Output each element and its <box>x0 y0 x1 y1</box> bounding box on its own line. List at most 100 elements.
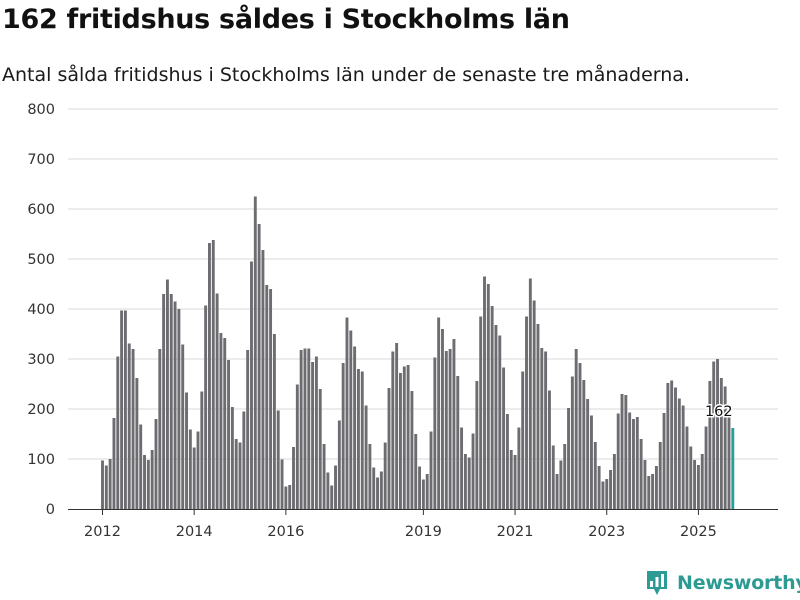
bar <box>376 477 379 509</box>
bar-chart-pin-icon <box>647 571 667 595</box>
bar <box>727 415 731 509</box>
bar <box>620 394 624 509</box>
y-tick-label: 500 <box>27 252 55 268</box>
bar <box>341 363 345 509</box>
y-tick-label: 200 <box>27 402 55 418</box>
y-tick-label: 300 <box>27 352 55 368</box>
bar <box>250 261 253 509</box>
y-tick-label: 700 <box>27 152 55 168</box>
bar <box>146 460 150 509</box>
bar <box>719 378 723 509</box>
bar <box>658 442 662 509</box>
bar <box>303 348 307 509</box>
bar <box>269 289 273 509</box>
bar <box>162 294 166 509</box>
bar <box>635 417 639 509</box>
bar <box>689 446 693 509</box>
bar <box>628 412 632 509</box>
bar <box>616 413 620 509</box>
bar <box>246 350 250 509</box>
bar <box>196 431 200 509</box>
bar <box>494 325 498 509</box>
bar <box>662 413 666 509</box>
bar <box>685 426 689 509</box>
bar <box>326 472 330 509</box>
bar <box>532 300 536 509</box>
x-tick-label: 2021 <box>497 524 534 540</box>
bar <box>674 387 677 509</box>
x-tick-label: 2012 <box>84 524 121 540</box>
bar <box>597 466 601 509</box>
bar <box>192 447 196 509</box>
bar <box>708 381 712 509</box>
bar <box>704 426 708 509</box>
bar <box>639 439 643 509</box>
bar <box>593 442 597 509</box>
bar <box>387 388 391 509</box>
x-tick-label: 2014 <box>176 524 213 540</box>
bar <box>322 444 326 509</box>
bar <box>112 418 116 509</box>
bar <box>242 411 246 509</box>
bar <box>181 344 185 509</box>
bar <box>647 476 651 509</box>
bar <box>208 243 211 509</box>
bar <box>632 419 635 509</box>
bar <box>433 357 437 509</box>
bar <box>502 367 506 509</box>
bar <box>288 485 292 509</box>
y-tick-label: 0 <box>46 502 55 518</box>
brand-name: Newsworthy <box>677 572 800 594</box>
bar <box>723 386 727 509</box>
bar <box>716 359 719 509</box>
bar <box>521 371 525 509</box>
bar <box>677 398 681 509</box>
bar <box>158 349 162 509</box>
bar <box>360 371 364 509</box>
bar <box>700 454 704 509</box>
bar <box>525 316 528 509</box>
bar <box>318 389 322 509</box>
x-tick-label: 2023 <box>588 524 625 540</box>
bar <box>544 351 548 509</box>
bar <box>295 384 299 509</box>
bar-highlight <box>731 428 735 509</box>
bar <box>215 293 219 509</box>
bar <box>467 457 471 509</box>
bar <box>437 317 441 509</box>
y-axis-labels: 0 100 200 300 400 500 600 700 800 <box>27 102 55 518</box>
bars <box>101 196 735 509</box>
bar <box>601 481 605 509</box>
y-tick-label: 600 <box>27 202 55 218</box>
bar <box>307 348 311 509</box>
bar <box>395 343 399 509</box>
bar <box>418 466 422 509</box>
bar <box>234 439 238 509</box>
bar <box>643 460 647 509</box>
bar <box>410 391 414 509</box>
bar <box>406 365 410 509</box>
bar <box>486 284 490 509</box>
bar <box>570 376 574 509</box>
bar <box>479 316 483 509</box>
bar <box>693 460 697 509</box>
bar <box>131 349 135 509</box>
bar <box>177 309 181 509</box>
y-tick-label: 100 <box>27 452 55 468</box>
bar <box>563 444 567 509</box>
bar <box>452 339 456 509</box>
y-tick-label: 400 <box>27 302 55 318</box>
bar <box>127 343 131 509</box>
bar <box>456 376 460 509</box>
bar <box>666 383 670 509</box>
bar <box>276 410 280 509</box>
bar <box>490 306 494 509</box>
bar <box>605 479 609 509</box>
bar <box>101 460 104 509</box>
bar <box>578 363 582 509</box>
bar <box>391 351 395 509</box>
bar <box>135 378 139 509</box>
bar <box>253 196 257 509</box>
x-tick-label: 2019 <box>405 524 442 540</box>
